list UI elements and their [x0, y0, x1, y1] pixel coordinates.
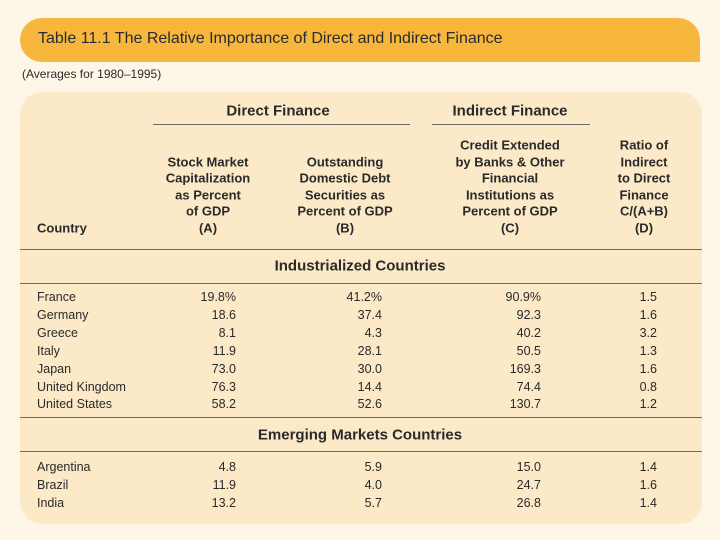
section-title: Industrialized Countries: [274, 257, 446, 275]
column-header: of GDP: [185, 203, 231, 219]
group-rule: [153, 124, 410, 125]
table-cell: 26.8: [516, 495, 541, 510]
section-title: Emerging Markets Countries: [257, 426, 463, 444]
table-cell: 18.6: [211, 307, 236, 322]
column-header: (B): [335, 220, 355, 236]
column-header: Credit Extended: [460, 137, 560, 153]
table-cell: 1.4: [639, 495, 657, 510]
table-cell: 90.9%: [505, 290, 541, 304]
country-name: United Kingdom: [37, 379, 126, 394]
country-name: Brazil: [37, 477, 69, 492]
title: Table 11.1 The Relative Importance of Di…: [38, 30, 503, 47]
rule: [20, 249, 702, 250]
country-name: Germany: [37, 307, 89, 322]
country-name: India: [37, 495, 65, 510]
table-cell: 1.2: [639, 397, 657, 412]
table-cell: 74.4: [516, 379, 541, 394]
column-header: Percent of GDP: [462, 203, 558, 219]
table-cell: 28.1: [357, 343, 382, 358]
column-header: Stock Market: [167, 154, 249, 170]
table-cell: 37.4: [357, 307, 382, 322]
title-bar: [20, 18, 700, 62]
table-cell: 5.9: [364, 460, 382, 474]
table-cell: 1.6: [639, 477, 657, 492]
table-cell: 41.2%: [346, 290, 382, 304]
table-cell: 73.0: [211, 361, 236, 376]
table-cell: 14.4: [357, 379, 382, 394]
country-name: Italy: [37, 343, 60, 358]
table-cell: 1.6: [639, 307, 657, 322]
column-header: Percent of GDP: [297, 203, 393, 219]
rule: [20, 417, 702, 418]
column-header: (C): [500, 220, 520, 236]
table-cell: 1.4: [639, 460, 657, 474]
table-cell: 8.1: [218, 325, 236, 340]
table-cell: 13.2: [211, 495, 236, 510]
table-cell: 4.3: [364, 325, 382, 340]
group-header: Direct Finance: [226, 102, 330, 120]
column-header: Financial: [481, 170, 539, 186]
country-name: Japan: [37, 361, 72, 376]
table-cell: 0.8: [639, 379, 657, 394]
column-header: Securities as: [304, 187, 386, 203]
column-header: Domestic Debt: [299, 170, 391, 186]
table-cell: 40.2: [516, 325, 541, 340]
column-header: (D): [634, 220, 654, 236]
table-cell: 11.9: [212, 343, 236, 358]
rule: [20, 451, 702, 452]
column-header: (A): [198, 220, 218, 236]
country-name: France: [37, 290, 76, 304]
table-cell: 76.3: [211, 379, 236, 394]
column-header: by Banks & Other: [455, 154, 565, 170]
column-header: Ratio of: [619, 137, 669, 153]
column-header: Finance: [619, 187, 669, 203]
group-header: Indirect Finance: [452, 102, 568, 120]
table-cell: 130.7: [509, 397, 541, 412]
table-cell: 5.7: [364, 495, 382, 510]
table-cell: 30.0: [357, 361, 382, 376]
table-cell: 4.0: [364, 477, 382, 492]
subtitle: (Averages for 1980–1995): [22, 67, 162, 81]
column-header: Country: [37, 220, 87, 236]
column-header: Outstanding: [306, 154, 384, 170]
table-cell: 50.5: [516, 343, 541, 358]
column-header: C/(A+B): [619, 203, 669, 219]
table-cell: 3.2: [639, 325, 657, 340]
table-cell: 92.3: [516, 307, 541, 322]
table-cell: 58.2: [211, 397, 236, 412]
table-cell: 19.8%: [200, 290, 236, 304]
table-cell: 4.8: [218, 460, 236, 474]
table-cell: 11.9: [212, 477, 236, 492]
column-header: Institutions as: [465, 187, 555, 203]
country-name: United States: [37, 397, 113, 412]
country-name: Greece: [37, 325, 78, 340]
column-header: as Percent: [175, 187, 241, 203]
column-header: Capitalization: [165, 170, 251, 186]
table-cell: 1.5: [639, 290, 657, 304]
table-cell: 1.6: [639, 361, 657, 376]
table-cell: 169.3: [509, 361, 541, 376]
column-header: to Direct: [617, 170, 671, 186]
table-panel: [20, 92, 702, 524]
rule: [20, 283, 702, 284]
table-cell: 52.6: [357, 397, 382, 412]
country-name: Argentina: [37, 460, 91, 474]
table-cell: 15.0: [516, 460, 541, 474]
column-header: Indirect: [620, 154, 668, 170]
group-rule: [432, 124, 590, 125]
table-cell: 24.7: [516, 477, 541, 492]
table-cell: 1.3: [639, 343, 657, 358]
